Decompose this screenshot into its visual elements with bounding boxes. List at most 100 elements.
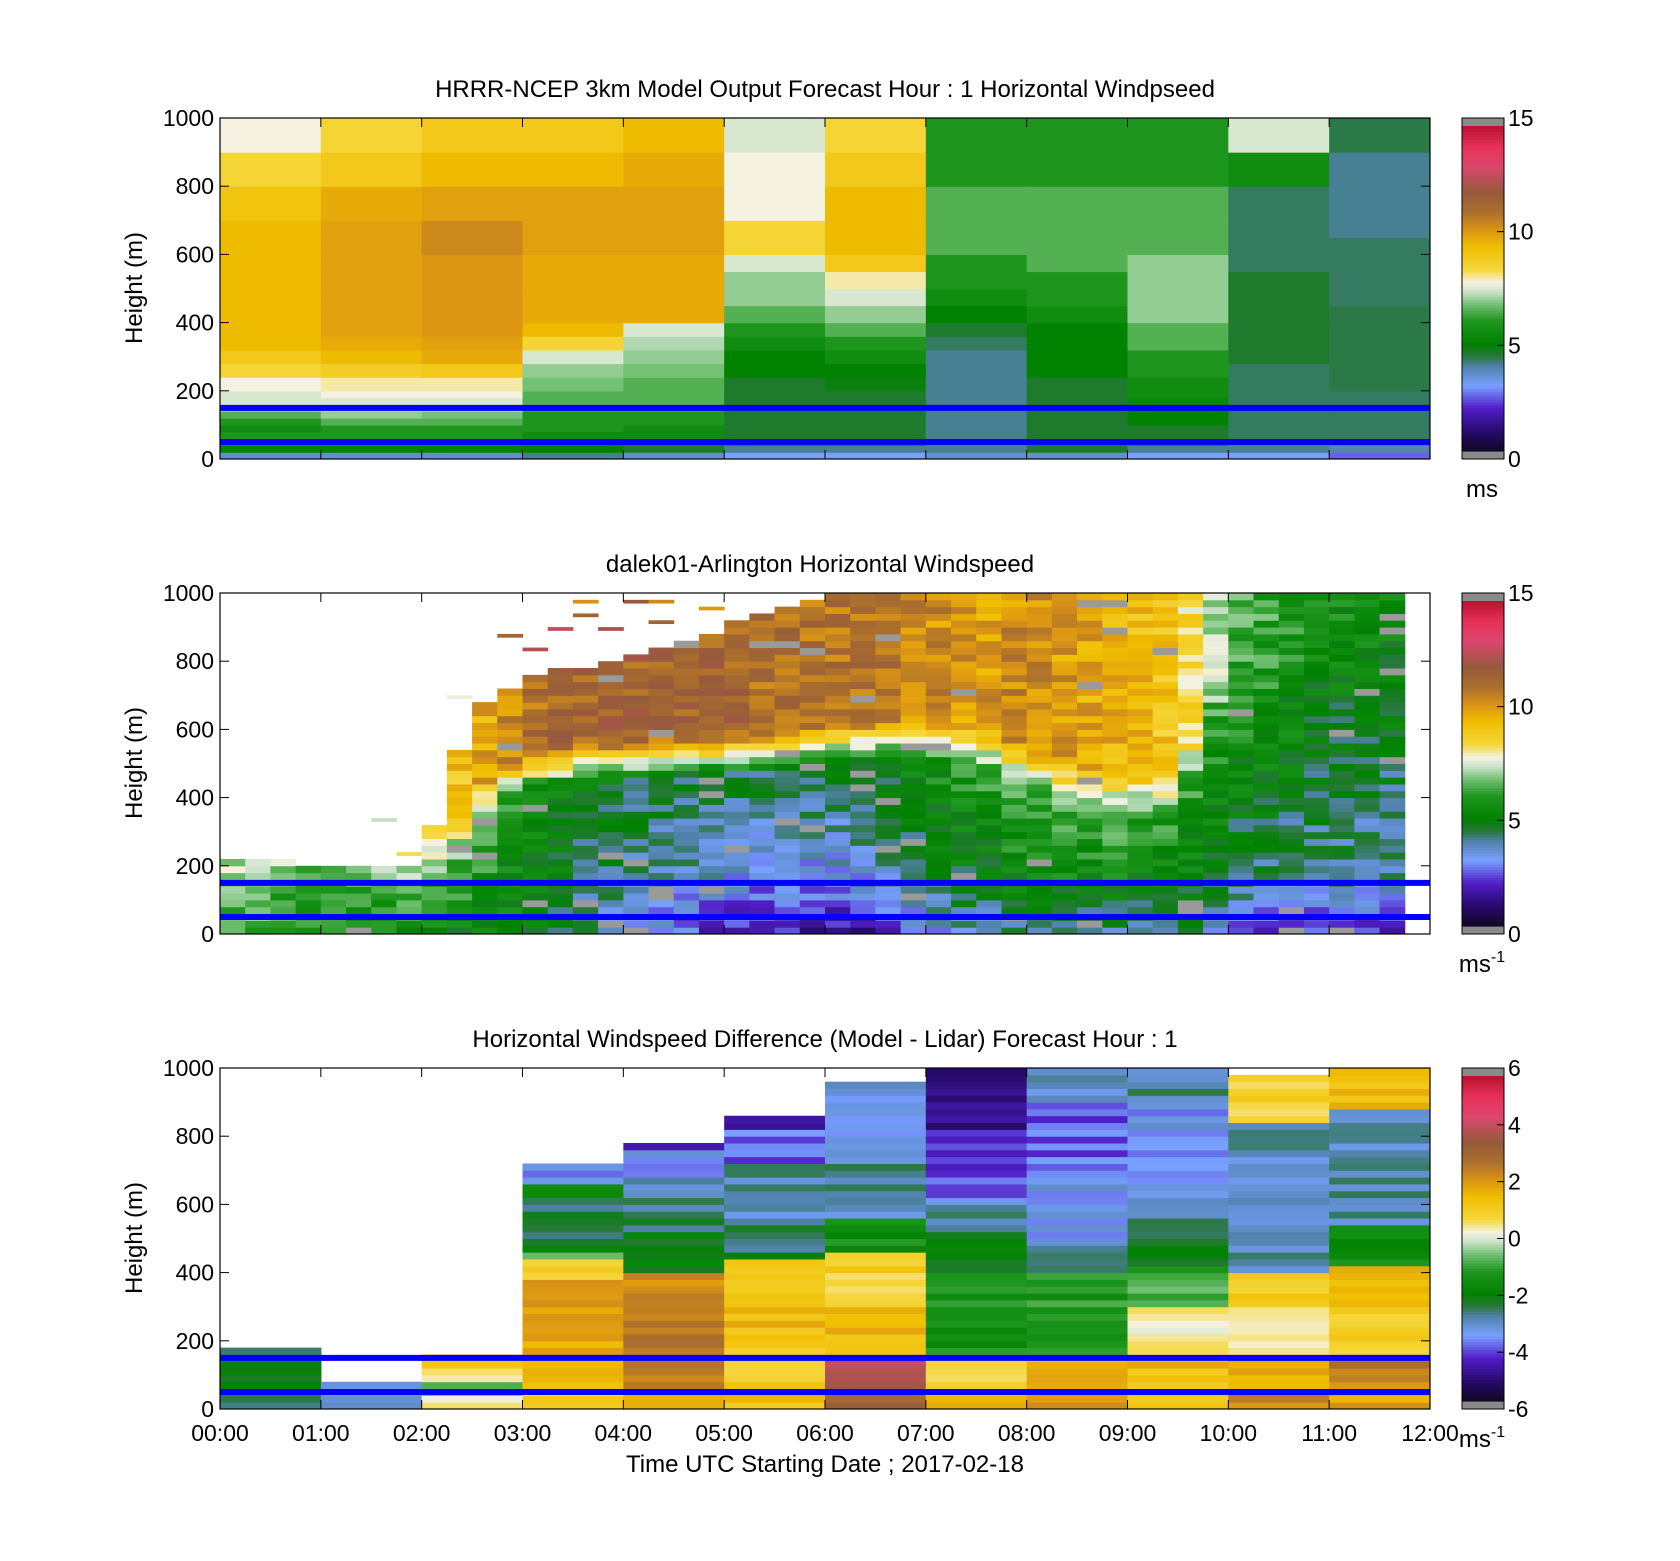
heatmap-cell xyxy=(724,906,750,915)
heatmap-cell xyxy=(774,606,801,614)
heatmap-cell xyxy=(547,906,574,915)
heatmap-cell xyxy=(547,770,574,778)
heatmap-cell xyxy=(1329,852,1355,860)
heatmap-cell xyxy=(547,852,574,860)
heatmap-cell xyxy=(900,777,927,785)
heatmap-cell xyxy=(1127,1081,1229,1089)
heatmap-cell xyxy=(1152,831,1179,840)
heatmap-cell xyxy=(547,845,574,853)
colorbar-segment xyxy=(1462,185,1504,189)
heatmap-cell xyxy=(1127,824,1154,833)
colorbar-segment xyxy=(1462,690,1504,694)
heatmap-cell xyxy=(1127,906,1154,915)
heatmap-cell xyxy=(472,852,498,860)
heatmap-cell xyxy=(1026,1340,1129,1349)
heatmap-cell xyxy=(1329,1211,1430,1219)
heatmap-cell xyxy=(1228,1218,1330,1226)
heatmap-cell xyxy=(825,845,851,853)
heatmap-cell xyxy=(774,688,801,696)
heatmap-cell xyxy=(825,288,927,307)
heatmap-cell xyxy=(1051,743,1078,751)
heatmap-cell xyxy=(698,858,725,867)
heatmap-cell xyxy=(1152,654,1179,662)
heatmap-cell xyxy=(1051,865,1078,874)
heatmap-cell xyxy=(522,237,624,255)
heatmap-cell xyxy=(850,736,876,744)
colorbar-segment xyxy=(1462,790,1504,794)
heatmap-cell xyxy=(951,736,977,744)
heatmap-cell xyxy=(1303,722,1330,730)
heatmap-cell xyxy=(522,1279,624,1287)
heatmap-cell xyxy=(1303,790,1330,799)
colorbar-segment xyxy=(1462,622,1504,626)
heatmap-cell xyxy=(572,729,599,737)
heatmap-cell xyxy=(976,770,1002,778)
colorbar-segment xyxy=(1462,1344,1504,1348)
panel-difference-boundary-lines xyxy=(220,1354,1430,1395)
heatmap-cell xyxy=(1026,1327,1129,1335)
heatmap-cell xyxy=(1127,1108,1229,1117)
heatmap-cell xyxy=(522,1252,624,1260)
heatmap-cell xyxy=(522,811,549,819)
colorbar-segment xyxy=(1462,1314,1504,1318)
heatmap-cell xyxy=(522,1218,624,1226)
colorbar-segment xyxy=(1462,798,1504,803)
heatmap-cell xyxy=(825,790,851,799)
heatmap-cell xyxy=(1228,220,1330,238)
heatmap-cell xyxy=(623,831,650,840)
heatmap-cell xyxy=(1278,743,1305,751)
colorbar-segment xyxy=(1462,280,1504,284)
heatmap-cell xyxy=(320,377,423,392)
y-tick-label: 0 xyxy=(201,1396,214,1422)
heatmap-cell xyxy=(724,886,750,894)
heatmap-cell xyxy=(850,702,876,710)
heatmap-cell xyxy=(1051,818,1078,826)
heatmap-cell xyxy=(320,220,423,238)
heatmap-cell xyxy=(1152,845,1179,853)
colorbar-segment xyxy=(1462,191,1504,195)
heatmap-cell xyxy=(825,722,851,730)
heatmap-cell xyxy=(673,872,700,880)
heatmap-cell xyxy=(1177,865,1204,874)
heatmap-cell xyxy=(1203,804,1229,812)
heatmap-cell xyxy=(270,893,297,901)
colorbar-segment xyxy=(1462,909,1504,914)
colorbar-segment xyxy=(1462,1303,1504,1307)
colorbar-segment xyxy=(1462,391,1504,395)
heatmap-cell xyxy=(951,681,977,689)
heatmap-cell xyxy=(1228,593,1255,601)
heatmap-cell xyxy=(825,736,851,744)
heatmap-cell xyxy=(724,920,750,928)
heatmap-cell xyxy=(1329,783,1355,792)
heatmap-cell xyxy=(446,865,473,874)
heatmap-cell xyxy=(1303,783,1330,792)
heatmap-cell xyxy=(1051,845,1078,853)
heatmap-cell xyxy=(1177,654,1204,662)
heatmap-cell xyxy=(522,702,549,710)
heatmap-cell xyxy=(799,770,826,778)
colorbar-segment xyxy=(1462,747,1504,751)
colorbar-segment xyxy=(1462,339,1504,344)
heatmap-cell xyxy=(1026,1286,1129,1294)
heatmap-cell xyxy=(1127,452,1229,459)
heatmap-cell xyxy=(1077,818,1103,826)
heatmap-cell xyxy=(925,411,1028,419)
heatmap-cell xyxy=(724,811,750,819)
colorbar-segment xyxy=(1462,774,1504,778)
colorbar-segment xyxy=(1462,1384,1504,1389)
colorbar-segment xyxy=(1462,863,1504,868)
heatmap-cell xyxy=(1354,865,1381,874)
heatmap-cell xyxy=(220,920,246,928)
heatmap-cell xyxy=(1077,858,1103,867)
heatmap-cell xyxy=(1354,927,1381,934)
heatmap-cell xyxy=(1152,783,1179,792)
heatmap-cell xyxy=(1152,736,1179,744)
heatmap-cell xyxy=(1001,872,1028,880)
colorbar-segment xyxy=(1462,625,1504,629)
heatmap-cell xyxy=(698,797,725,805)
heatmap-cell xyxy=(648,668,675,676)
heatmap-cell xyxy=(522,804,549,812)
heatmap-cell xyxy=(547,674,574,683)
heatmap-cell xyxy=(925,736,952,744)
heatmap-cell xyxy=(1379,893,1406,901)
